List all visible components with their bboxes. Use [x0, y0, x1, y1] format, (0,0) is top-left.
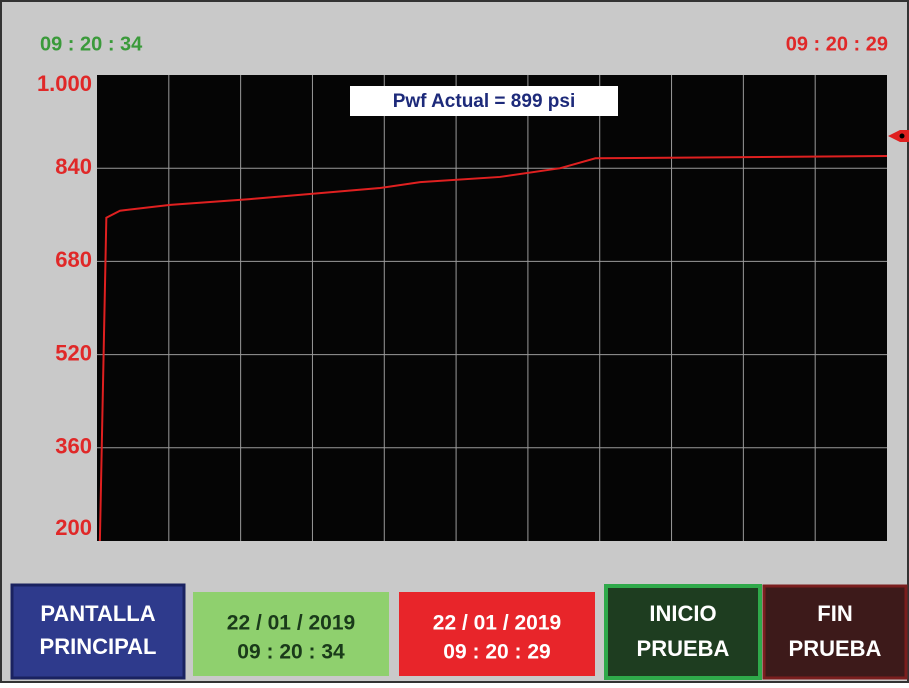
button-label[interactable]: PRUEBA [637, 636, 730, 661]
time-right: 09 : 20 : 29 [786, 33, 888, 55]
button-bg[interactable] [762, 584, 908, 680]
plot-area [97, 75, 887, 541]
time-left: 09 : 20 : 34 [40, 33, 143, 55]
annotation: Pwf Actual = 899 psi [393, 91, 576, 112]
info-bg [193, 592, 389, 676]
y-tick-label: 840 [55, 154, 92, 179]
annotation-box [350, 86, 618, 116]
button-end[interactable]: FIN PRUEBA [762, 584, 908, 680]
start-time: 09 : 20 : 34 [237, 641, 345, 664]
button-label[interactable]: PRUEBA [789, 636, 882, 661]
info-bg [399, 592, 595, 676]
button-label[interactable]: PANTALLA [40, 601, 155, 626]
end-time: 09 : 20 : 29 [443, 641, 550, 664]
button-bg[interactable] [10, 583, 186, 680]
y-tick-label: 360 [55, 434, 92, 459]
vertical-grid [97, 75, 887, 541]
series-line [98, 154, 888, 542]
pointer-icon [888, 130, 909, 142]
start-date: 22 / 01 / 2019 [227, 612, 355, 635]
button-label[interactable]: PRINCIPAL [40, 634, 157, 659]
y-tick-label: 1.000 [37, 71, 92, 96]
y-tick-label: 680 [55, 247, 92, 272]
pointer-dot [899, 133, 905, 139]
start-info: 22 / 01 / 2019 09 : 20 : 34 [193, 592, 389, 676]
button-main[interactable]: PANTALLA PRINCIPAL [10, 583, 186, 680]
button-label[interactable]: FIN [817, 601, 852, 626]
button-start[interactable]: INICIO PRUEBA [604, 584, 762, 680]
end-info: 22 / 01 / 2019 09 : 20 : 29 [399, 592, 595, 676]
button-bg[interactable] [604, 584, 762, 680]
y-tick-label: 200 [55, 515, 92, 540]
button-label[interactable]: INICIO [649, 601, 716, 626]
end-date: 22 / 01 / 2019 [433, 612, 561, 635]
value-pointer [888, 130, 909, 142]
plot [98, 154, 888, 542]
y-tick-label: 520 [55, 340, 92, 365]
